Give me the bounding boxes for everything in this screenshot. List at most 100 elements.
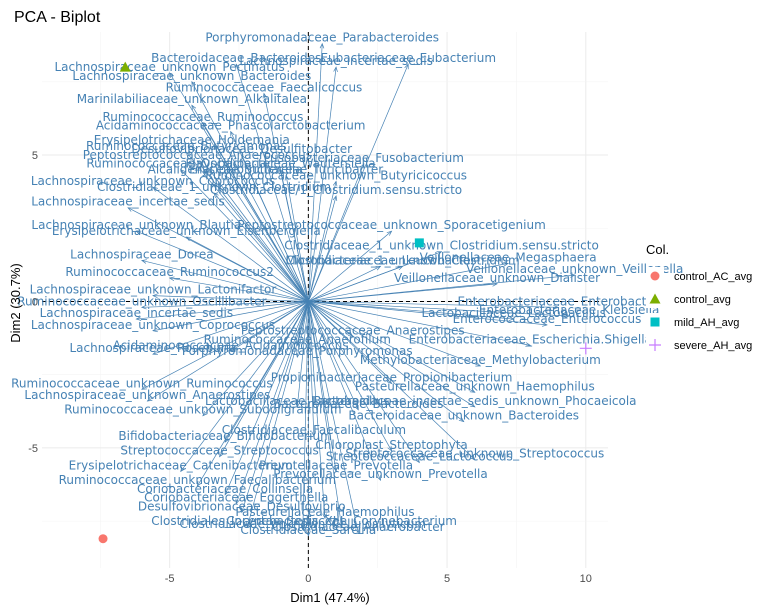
variable-label: Enterococcaceae_Enterococcus <box>453 312 642 326</box>
y-tick-label: 0 <box>32 296 38 308</box>
variable-arrowhead <box>141 385 147 390</box>
variable-label: Enterobacteriaceae_Escherichia.Shigella <box>409 332 652 346</box>
variable-arrow <box>219 301 309 457</box>
variable-arrow <box>147 301 309 402</box>
variable-label: Clostridiales_Incertae_Sedis_XIII <box>151 514 343 528</box>
variable-arrowhead <box>202 410 208 417</box>
variable-label: Acidaminococcaceae_Phascolarctobacterium <box>96 119 366 133</box>
variable-arrow <box>308 265 403 302</box>
variable-arrow <box>308 230 392 302</box>
variable-arrow <box>235 64 309 302</box>
variable-arrow <box>308 301 337 472</box>
variable-arrow <box>169 72 309 302</box>
variable-arrow <box>241 301 309 513</box>
variable-arrowhead <box>191 145 197 152</box>
variable-label: Erysipelotrichaceae_Holdemania <box>94 133 290 147</box>
legend-key-control-AC-avg <box>650 271 660 281</box>
variable-arrow <box>246 301 309 528</box>
variable-label: Bacteroidaceae_unknown_Bacteroides <box>348 409 579 423</box>
variable-arrowhead <box>141 259 147 264</box>
variable-arrowhead <box>180 169 186 175</box>
variable-arrow <box>308 181 337 302</box>
variable-arrowhead <box>127 207 134 212</box>
variable-arrowhead <box>152 293 158 299</box>
variable-arrow <box>296 301 309 358</box>
variable-arrowhead <box>235 63 240 70</box>
variable-arrowhead <box>542 322 548 327</box>
variable-arrowhead <box>376 475 381 481</box>
variable-arrow <box>308 301 381 481</box>
legend-key-control-avg <box>649 293 661 304</box>
variable-label: Coriobacteriaceae_Eggerthella <box>144 491 328 505</box>
variable-arrowhead <box>347 332 354 338</box>
variable-label: Ruminococcaceae_unknown_Oscillibacter <box>17 294 266 308</box>
variable-label: Methylobacteriaceae_Methylobacterium <box>360 353 601 367</box>
variable-label: Lachnospiraceae_Roseburia <box>69 341 236 355</box>
variable-label: Clostridiaceae/1_Clostridium.sensu.stric… <box>210 183 462 197</box>
variable-arrowhead <box>397 265 404 271</box>
variable-arrowhead <box>135 230 142 235</box>
variable-label: Porphyromonadaceae_Porphyromonas <box>182 344 413 358</box>
variable-arrow <box>141 301 309 390</box>
legend-label: control_avg <box>674 294 731 306</box>
y-tick-label: -5 <box>28 443 38 455</box>
variable-arrowhead <box>333 466 338 473</box>
variable-labels: Porphyromonadaceae_Parabacteroides Bacter… <box>11 31 683 537</box>
variable-arrow <box>152 301 309 355</box>
variable-arrow <box>308 163 365 302</box>
variable-arrowhead <box>219 451 224 458</box>
y-axis-title: Dim2 (30.7%) <box>8 263 23 342</box>
variable-label: Lachnospiraceae_unknown_Blautia <box>31 218 241 232</box>
variable-arrowhead <box>300 525 306 531</box>
variable-arrowhead <box>508 316 515 321</box>
variable-label: Propionibacteriaceae_Propionibacterium <box>271 370 513 384</box>
variable-arrow <box>202 122 309 302</box>
variable-label: Lactobacillaceae_Lactobacillus <box>205 394 389 408</box>
variable-arrowhead <box>295 402 300 408</box>
legend-label: control_AC_avg <box>674 271 752 283</box>
variable-arrowhead <box>169 72 174 79</box>
variable-arrow <box>308 301 392 452</box>
variable-arrowhead <box>475 362 482 367</box>
variable-arrowhead <box>503 261 510 267</box>
variable-arrow <box>308 266 381 302</box>
variable-arrowhead <box>279 168 284 175</box>
variable-arrowhead <box>262 92 268 99</box>
variable-arrowhead <box>311 431 316 438</box>
variable-arrow <box>308 301 570 317</box>
variable-arrowhead <box>213 192 219 198</box>
variable-arrowhead <box>196 480 202 487</box>
variable-arrow <box>308 301 326 519</box>
variable-arrow <box>308 301 476 460</box>
variable-label: Lachnospiraceae_unknown_Bacteroides <box>72 69 311 83</box>
variable-label: Ruminococcaceae_Faecalicoccus <box>166 81 363 95</box>
variable-arrowhead <box>235 498 240 505</box>
variable-label: Clostridiaceae_1_unknown_Clostridium <box>97 180 331 194</box>
variable-arrowhead <box>387 445 393 452</box>
variable-arrow <box>186 151 309 302</box>
variable-arrow <box>308 64 409 302</box>
variable-arrow <box>308 67 337 302</box>
y-tick-label: 5 <box>32 150 38 162</box>
variable-label: Streptococcaceae_unknown_Streptococcus <box>345 447 604 461</box>
variable-arrow <box>308 301 392 384</box>
variable-label: Ruminococcaceae_Anaerofilum <box>204 332 391 346</box>
variable-arrow <box>152 301 309 332</box>
variable-arrow <box>141 260 309 302</box>
x-tick-label: 0 <box>305 573 311 585</box>
variable-label: Lachnospiraceae_unknown_Anaerostipes <box>24 388 270 402</box>
variable-arrowhead <box>332 180 338 187</box>
legend-label: severe_AH_avg <box>674 340 752 352</box>
variable-arrow <box>197 301 309 487</box>
variable-arrowhead <box>240 507 246 514</box>
variable-arrowhead <box>196 160 202 166</box>
variable-arrowhead <box>168 276 175 282</box>
variable-label: Ruminococcaceae_Oscillibacter <box>86 157 275 171</box>
variable-label: Clostridiaceae_unknown_Cellulosilyticum <box>180 517 427 531</box>
variable-arrowhead <box>246 521 251 528</box>
variable-label: Marinilabiliaceae_unknown_Alkalitalea <box>77 92 307 106</box>
variable-label: Peptostreptococcaceae_unknown_Sporacetig… <box>237 218 545 232</box>
variable-arrowhead <box>152 327 158 333</box>
variable-arrow <box>308 43 323 302</box>
variable-arrow <box>169 277 309 302</box>
